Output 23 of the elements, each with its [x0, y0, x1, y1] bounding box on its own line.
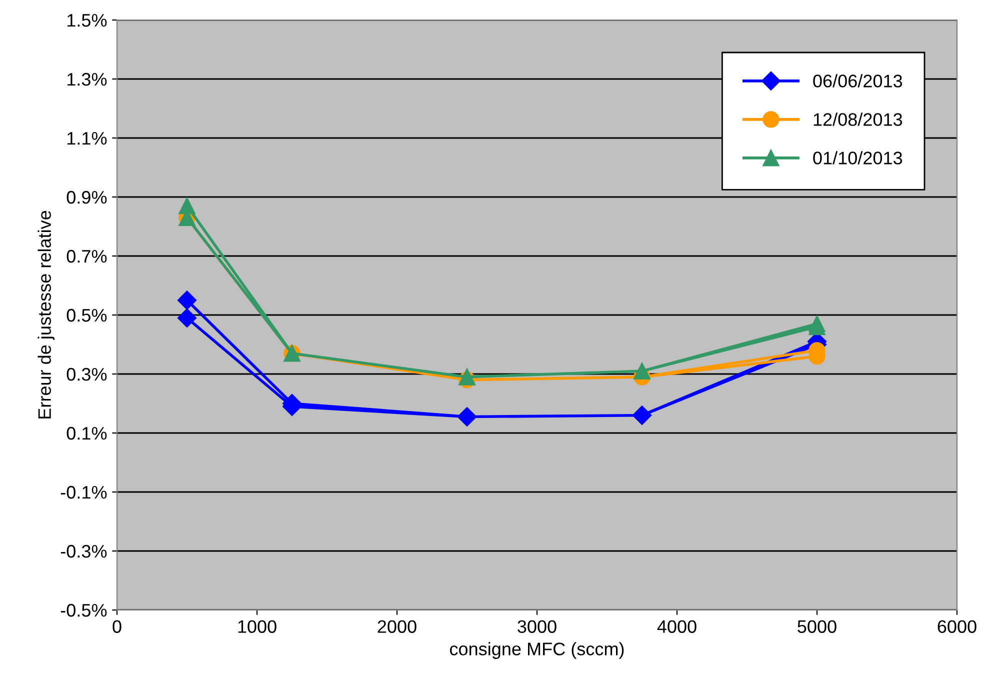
y-tick-label: 1.5%	[68, 14, 107, 27]
legend-label: 06/06/2013	[813, 74, 902, 88]
x-axis-title: consigne MFC (sccm)	[450, 642, 624, 659]
x-tick-label: 2000	[378, 620, 416, 633]
y-tick-label: 0.5%	[66, 308, 107, 322]
y-tick-label: 1.3%	[68, 72, 107, 86]
y-tick-label: 0.3%	[66, 368, 107, 381]
y-tick-label: 1.1%	[68, 132, 107, 145]
y-tick-label: 0.7%	[66, 250, 107, 263]
legend-label: 01/10/2013	[813, 151, 902, 164]
y-tick-label: 0.1%	[66, 426, 107, 440]
y-tick-label: -0.1%	[60, 486, 107, 499]
y-tick-label: 0.9%	[66, 190, 107, 204]
y-tick-label: -0.3%	[60, 544, 107, 558]
x-tick-label: 4000	[657, 620, 696, 633]
x-tick-label: 6000	[938, 620, 976, 633]
y-tick-label: -0.5%	[60, 604, 107, 617]
y-axis-title: Erreur de justesse relative	[38, 210, 55, 418]
x-tick-label: 5000	[798, 620, 836, 633]
x-tick-label: 0	[112, 620, 122, 633]
x-tick-label: 1000	[238, 620, 276, 633]
legend-label: 12/08/2013	[814, 112, 902, 126]
x-tick-label: 3000	[518, 620, 556, 633]
